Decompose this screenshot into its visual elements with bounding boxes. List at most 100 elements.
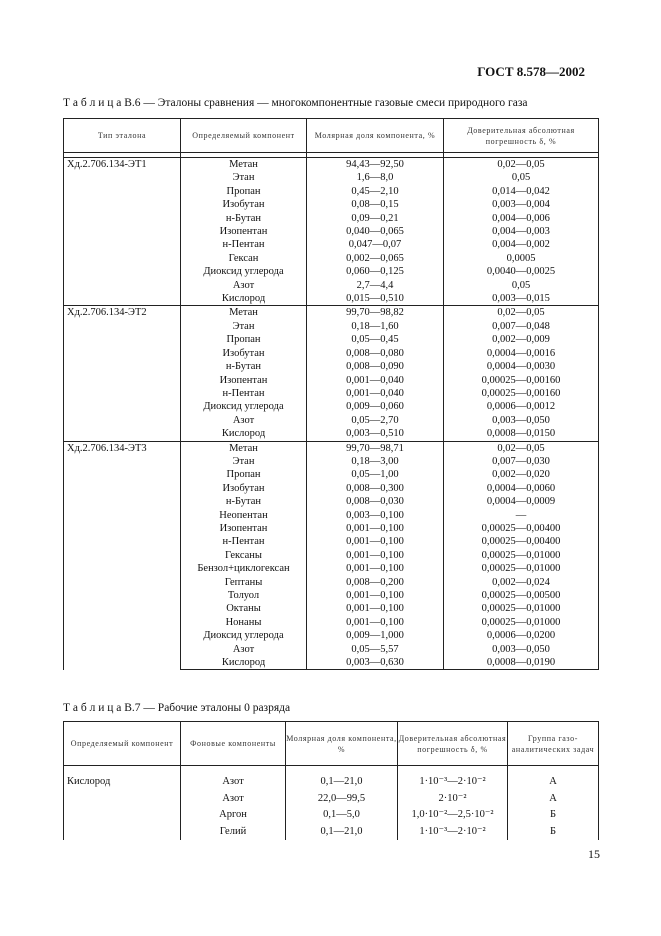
table-cell: Б xyxy=(507,807,599,824)
table-cell: 0,001—0,100 xyxy=(306,589,444,603)
table-cell: 2·10⁻² xyxy=(397,790,508,807)
table-cell: Октаны xyxy=(180,602,307,616)
table-cell: 0,02—0,05 xyxy=(443,440,599,455)
table-row: Изобутан 0,08—0,15 0,003—0,004 xyxy=(64,198,599,212)
table-cell: 0,1—21,0 xyxy=(285,823,398,840)
table-cell: 1,0·10⁻²—2,5·10⁻² xyxy=(397,807,508,824)
table-cell: Неопентан xyxy=(180,508,307,522)
table-cell: Азот xyxy=(180,790,286,807)
table-cell: 0,008—0,090 xyxy=(306,360,444,374)
table-cell: Пропан xyxy=(180,184,307,199)
table-caption: Т а б л и ц а В.7 — Рабочие эталоны 0 ра… xyxy=(63,702,291,714)
table-cell: 0,00025—0,00160 xyxy=(443,373,599,387)
table-row: Бензол+циклогексан 0,001—0,100 0,00025—0,0… xyxy=(64,562,599,576)
table-row: Гелий 0,1—21,0 1·10⁻³—2·10⁻² Б xyxy=(64,823,599,840)
table-cell: 0,060—0,125 xyxy=(306,265,444,279)
table-cell: 0,00025—0,01000 xyxy=(443,548,599,563)
table-cell: 0,008—0,300 xyxy=(306,481,444,496)
table-row: Этан 0,18—1,60 0,007—0,048 xyxy=(64,319,599,334)
table-cell: н-Пентан xyxy=(180,238,307,252)
table-cell: Диоксид углерода xyxy=(180,629,307,643)
table-cell: 0,008—0,080 xyxy=(306,346,444,361)
table-cell: 0,003—0,015 xyxy=(443,292,599,306)
table-cell: 0,0004—0,0060 xyxy=(443,481,599,496)
table-cell: 0,003—0,050 xyxy=(443,642,599,657)
table-cell: Метан xyxy=(180,440,307,455)
document-id: ГОСТ 8.578—2002 xyxy=(477,64,585,79)
table-cell: н-Бутан xyxy=(180,211,307,226)
table-cell: 0,18—1,60 xyxy=(306,319,444,334)
header-cell: Доверительная абсолютная погрешность δ, … xyxy=(397,721,508,766)
table-cell: 2,7—4,4 xyxy=(306,278,444,293)
table-cell: 0,008—0,030 xyxy=(306,495,444,509)
group-label: Хд.2.706.134-ЭТ2 xyxy=(63,305,181,442)
table-cell: 0,05 xyxy=(443,278,599,293)
table-row: Диоксид углерода 0,009—0,060 0,0006—0,0012 xyxy=(64,400,599,414)
table-cell: 0,00025—0,01000 xyxy=(443,602,599,616)
table-cell: 0,0006—0,0012 xyxy=(443,400,599,414)
table-cell: Толуол xyxy=(180,589,307,603)
table-cell: 0,0006—0,0200 xyxy=(443,629,599,643)
header-cell: Фоновые компоненты xyxy=(180,721,286,766)
table-row: Кислород 0,015—0,510 0,003—0,015 xyxy=(64,292,599,306)
table-cell: 0,00025—0,00500 xyxy=(443,589,599,603)
table-cell: 0,02—0,05 xyxy=(443,157,599,172)
table-row: Хд.2.706.134-ЭТ3 Метан 99,70—98,71 0,02—0,0… xyxy=(63,440,599,670)
table-row: Диоксид углерода 0,009—1,000 0,0006—0,0200 xyxy=(64,629,599,643)
spacer-cell xyxy=(397,765,508,774)
table-cell: н-Бутан xyxy=(180,360,307,374)
table-cell: Пропан xyxy=(180,333,307,347)
table-cell: 0,0008—0,0190 xyxy=(443,656,599,671)
table-row: н-Бутан 0,008—0,090 0,0004—0,0030 xyxy=(64,360,599,374)
table-cell: 0,0004—0,0016 xyxy=(443,346,599,361)
table-cell: — xyxy=(443,508,599,522)
table: Тип эталона Определяемый компонент Молярна… xyxy=(63,118,599,671)
table-cell: 0,014—0,042 xyxy=(443,184,599,199)
table-cell: 0,002—0,065 xyxy=(306,251,444,266)
table-cell: Бензол+циклогексан xyxy=(180,562,307,576)
table-row: Хд.2.706.134-ЭТ1 Метан 94,43—92,50 0,02—0,0… xyxy=(63,156,599,306)
table-cell: Гептаны xyxy=(180,575,307,589)
table-cell: 94,43—92,50 xyxy=(306,157,444,172)
table-cell: Азот xyxy=(180,278,307,293)
table-caption: Т а б л и ц а В.6 — Эталоны сравнения — … xyxy=(63,97,528,109)
spacer-cell xyxy=(63,765,181,774)
table-cell: 0,05—1,00 xyxy=(306,468,444,482)
table-cell: Аргон xyxy=(180,807,286,824)
table-cell: 0,015—0,510 xyxy=(306,292,444,306)
table-cell: н-Бутан xyxy=(180,495,307,509)
header-cell: Определяемый компонент xyxy=(63,721,181,766)
table-cell: 0,00025—0,01000 xyxy=(443,562,599,576)
table-row: Азот 2,7—4,4 0,05 xyxy=(64,278,599,293)
table-cell: 0,05 xyxy=(443,171,599,185)
table-cell: 0,007—0,048 xyxy=(443,319,599,334)
table-cell: Кислород xyxy=(180,427,307,442)
table-cell: 0,003—0,510 xyxy=(306,427,444,442)
table-cell: 99,70—98,82 xyxy=(306,305,444,320)
table-cell: 0,45—2,10 xyxy=(306,184,444,199)
table-cell: 0,00025—0,00400 xyxy=(443,521,599,536)
table-cell: Метан xyxy=(180,305,307,320)
table-cell: 1,6—8,0 xyxy=(306,171,444,185)
table-row: Хд.2.706.134-ЭТ2 Метан 99,70—98,82 0,02—0,0… xyxy=(63,305,599,442)
group-label: Хд.2.706.134-ЭТ3 xyxy=(63,440,181,670)
table-row: Гексан 0,002—0,065 0,0005 xyxy=(64,251,599,266)
table-cell: 0,004—0,002 xyxy=(443,238,599,252)
header-cell: Молярная доля компонента, % xyxy=(285,721,398,766)
table-row: Пропан 0,05—1,00 0,002—0,020 xyxy=(64,468,599,482)
table-cell: Азот xyxy=(180,774,286,791)
table-cell: н-Пентан xyxy=(180,386,307,401)
table-row: Октаны 0,001—0,100 0,00025—0,01000 xyxy=(64,602,599,616)
table-row: Аргон 0,1—5,0 1,0·10⁻²—2,5·10⁻² Б xyxy=(64,807,599,824)
table-cell: Гелий xyxy=(180,823,286,840)
table-cell: Диоксид углерода xyxy=(180,265,307,279)
table-cell: н-Пентан xyxy=(180,535,307,549)
table-cell: 0,004—0,003 xyxy=(443,225,599,239)
table-row: Азот 22,0—99,5 2·10⁻² А xyxy=(64,790,599,807)
table-row: Кислород 0,003—0,630 0,0008—0,0190 xyxy=(64,656,599,671)
header-row: Определяемый компонент Фоновые компоненты… xyxy=(63,721,599,766)
table-row: Изопентан 0,040—0,065 0,004—0,003 xyxy=(64,225,599,239)
table-row: Толуол 0,001—0,100 0,00025—0,00500 xyxy=(64,589,599,603)
table-cell: Пропан xyxy=(180,468,307,482)
spacer-cell xyxy=(285,765,398,774)
